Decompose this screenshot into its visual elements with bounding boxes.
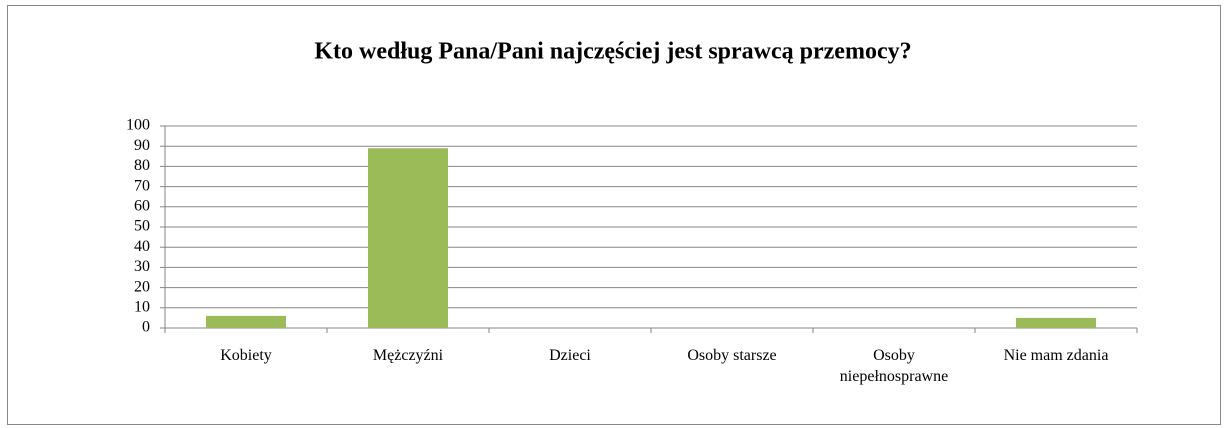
y-tick-label: 80 [134,157,150,174]
bar [368,148,448,328]
y-tick-label: 10 [134,298,150,315]
x-tick-label: Nie mam zdania [1003,347,1109,364]
bar [1016,317,1096,328]
y-tick-label: 20 [134,278,150,295]
x-tick-label: Mężczyźni [372,347,444,364]
chart-border [7,5,1221,425]
y-tick-label: 30 [134,258,150,275]
y-tick-label: 50 [134,218,150,235]
y-tick-label: 90 [134,137,150,154]
chart-title: Kto według Pana/Pani najczęściej jest sp… [314,39,911,65]
x-tick-label: Osoby starsze [687,347,777,364]
x-tick-label: Dzieci [549,347,591,364]
y-tick-label: 70 [134,177,150,194]
bar [206,315,286,328]
x-tick-label: Osoby niepełnosprawne [839,347,949,385]
y-tick-label: 40 [134,238,150,255]
x-tick-label: Kobiety [220,347,272,364]
y-tick-label: 100 [126,117,150,134]
y-tick-label: 0 [142,319,150,336]
y-tick-label: 60 [134,197,150,214]
